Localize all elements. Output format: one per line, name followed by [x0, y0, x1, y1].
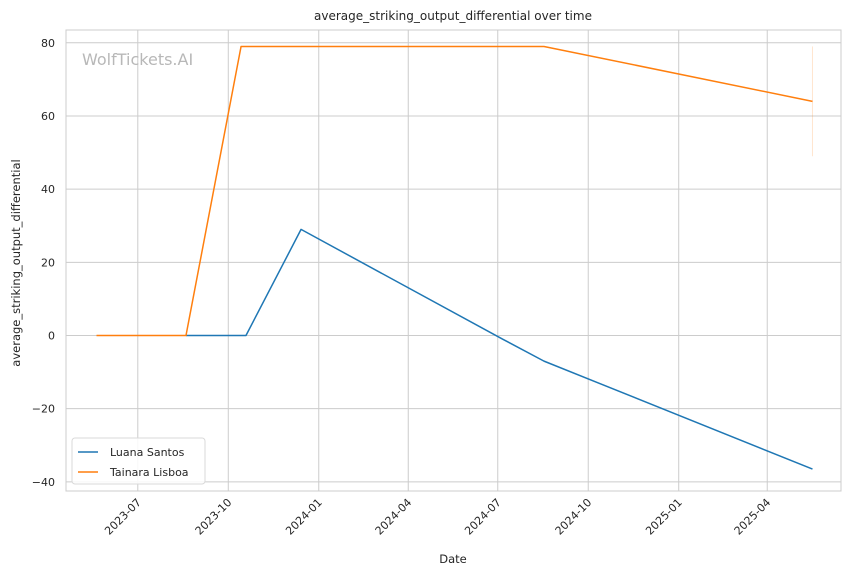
plot-background	[66, 30, 841, 491]
y-tick-label: −40	[32, 476, 55, 489]
x-axis-label: Date	[439, 552, 467, 566]
series-line	[96, 45, 813, 337]
legend: Luana Santos Tainara Lisboa	[71, 437, 206, 485]
chart-title: average_striking_output_differential ove…	[314, 9, 592, 23]
y-tick-label: 80	[41, 37, 55, 50]
legend-label: Tainara Lisboa	[109, 466, 189, 479]
watermark-text: WolfTickets.AI	[82, 50, 193, 69]
y-tick-label: 20	[41, 256, 55, 269]
series-line	[185, 228, 813, 470]
y-tick-label: 60	[41, 110, 55, 123]
y-tick-label: 0	[48, 330, 55, 343]
series-group	[185, 228, 813, 470]
y-tick-label: −20	[32, 403, 55, 416]
legend-box	[71, 437, 206, 485]
y-axis: −40 −20 0 20 40 60 80	[32, 37, 55, 489]
y-tick-label: 40	[41, 183, 55, 196]
plot-area	[65, 29, 842, 492]
legend-label: Luana Santos	[110, 446, 185, 459]
series-group	[96, 45, 813, 337]
plot-frame	[65, 29, 842, 492]
y-axis-label: average_striking_output_differential	[9, 159, 23, 366]
